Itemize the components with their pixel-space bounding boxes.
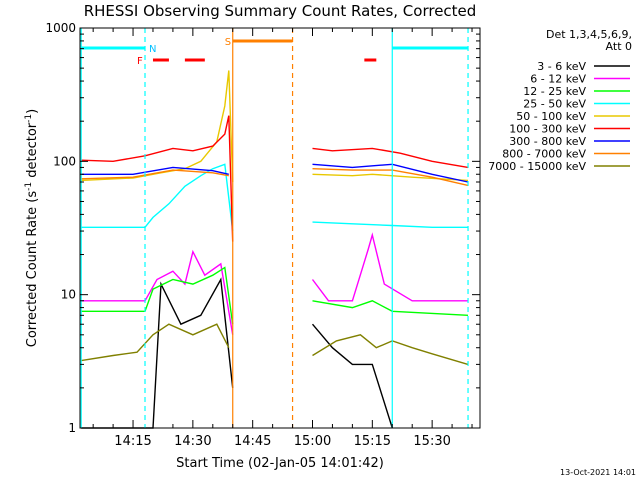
- legend-label-4: 25 - 50 keV: [523, 98, 586, 111]
- legend-label-8: 800 - 7000 keV: [502, 148, 586, 161]
- series-line-5: [81, 70, 469, 183]
- y-tick-label-3: 100: [53, 154, 76, 168]
- plot-frame: [79, 27, 481, 429]
- x-tick-label-5: 15:15: [354, 434, 391, 449]
- x-axis-label: Start Time (02-Jan-05 14:01:42): [176, 456, 384, 471]
- footer-timestamp: 13-Oct-2021 14:01: [560, 468, 636, 477]
- x-tick-label-6: 15:30: [413, 434, 450, 449]
- legend-label-1: 3 - 6 keV: [537, 60, 586, 73]
- legend-label-2: 6 - 12 keV: [530, 73, 586, 86]
- legend-label-7: 300 - 800 keV: [509, 135, 586, 148]
- series-line-9: [81, 323, 469, 366]
- series-line-3: [81, 266, 469, 325]
- series-line-2: [81, 232, 468, 335]
- x-tick-label-4: 15:00: [294, 434, 331, 449]
- y-axis-label: Corrected Count Rate (s-1 detector-1): [24, 109, 40, 347]
- legend-label-9: 7000 - 15000 keV: [488, 160, 586, 173]
- chart-title: RHESSI Observing Summary Count Rates, Co…: [84, 2, 477, 20]
- series-line-4: [81, 163, 468, 232]
- x-tick-label-2: 14:30: [174, 434, 211, 449]
- x-tick-label-1: 14:15: [114, 434, 151, 449]
- legend-header-1: Det 1,3,4,5,6,9,: [546, 28, 632, 41]
- y-tick-label-1: 1: [68, 421, 76, 435]
- x-tick-label-3: 14:45: [234, 434, 271, 449]
- series-line-6: [81, 115, 469, 242]
- flag-label-2: F: [137, 56, 143, 67]
- legend-label-3: 12 - 25 keV: [523, 85, 586, 98]
- y-tick-label-4: 1000: [45, 21, 76, 35]
- flag-label-3: S: [225, 37, 231, 48]
- y-tick-label-2: 10: [61, 288, 76, 302]
- legend-header-2: Att 0: [606, 40, 632, 53]
- flag-label-1: N: [149, 44, 156, 55]
- legend-label-5: 50 - 100 keV: [516, 110, 586, 123]
- legend-label-6: 100 - 300 keV: [509, 123, 586, 136]
